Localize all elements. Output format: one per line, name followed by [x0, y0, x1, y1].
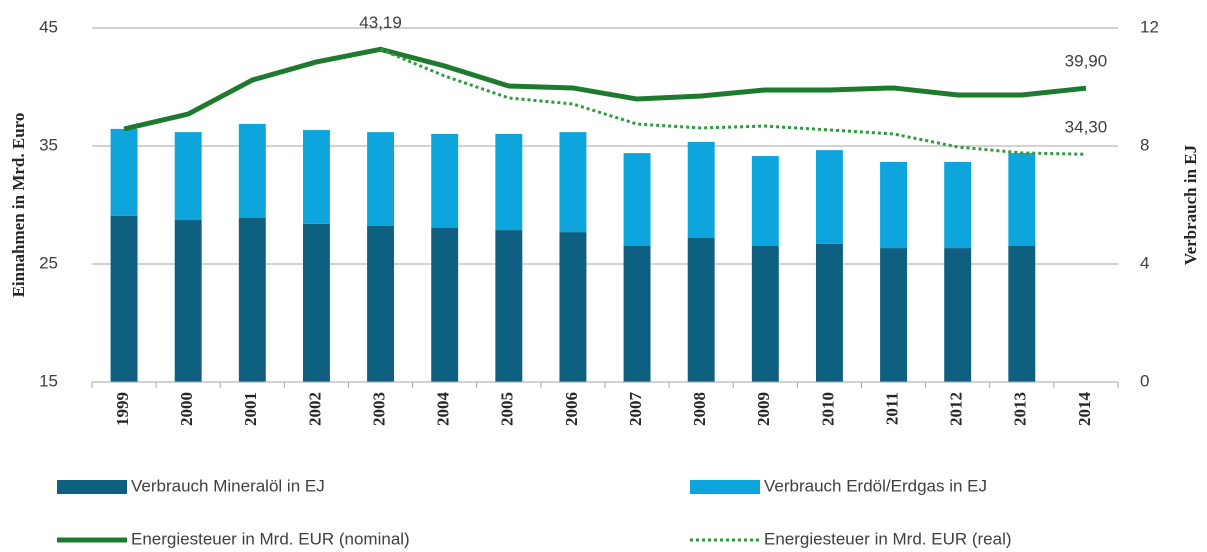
- bar: [238, 123, 266, 218]
- bar: [1008, 153, 1036, 247]
- bar: [559, 132, 587, 233]
- y-tick-label: 35: [39, 135, 58, 154]
- bar: [623, 153, 651, 247]
- bar: [431, 133, 459, 229]
- bar: [238, 217, 266, 382]
- x-tick-label: 2004: [434, 392, 453, 427]
- y2-tick-label: 8: [1140, 135, 1149, 154]
- x-tick-label: 2006: [562, 392, 581, 426]
- bar: [174, 220, 202, 382]
- bar: [302, 223, 330, 382]
- x-tick-label: 2000: [177, 392, 196, 426]
- y-axis-title: Einnahmen in Mrd. Euro: [9, 113, 28, 298]
- legend-label: Verbrauch Erdöl/Erdgas in EJ: [764, 476, 987, 495]
- bar: [302, 130, 330, 224]
- bar: [880, 248, 908, 382]
- bar: [751, 156, 779, 247]
- x-tick-label: 2002: [305, 392, 324, 426]
- x-tick-label: 2011: [882, 392, 901, 425]
- y-tick-label: 15: [39, 371, 58, 390]
- x-tick-label: 2012: [947, 392, 966, 426]
- x-tick-label: 2003: [369, 392, 388, 426]
- bar: [944, 161, 972, 249]
- y2-tick-label: 0: [1140, 371, 1149, 390]
- legend-label: Verbrauch Mineralöl in EJ: [131, 476, 325, 495]
- bar: [559, 232, 587, 382]
- legend-swatch: [57, 480, 127, 494]
- x-tick-label: 2008: [690, 392, 709, 426]
- x-tick-label: 2010: [818, 392, 837, 426]
- bar: [495, 230, 523, 382]
- bar: [623, 246, 651, 382]
- bar: [880, 161, 908, 249]
- bar: [687, 238, 715, 382]
- bar: [367, 132, 395, 226]
- legend-label: Energiesteuer in Mrd. EUR (real): [764, 529, 1012, 548]
- data-label: 34,30: [1065, 118, 1108, 137]
- y2-tick-label: 4: [1140, 253, 1149, 272]
- legend-swatch: [690, 480, 760, 494]
- bar: [687, 141, 715, 239]
- bar: [110, 215, 138, 382]
- bar: [1008, 246, 1036, 382]
- y2-tick-label: 12: [1140, 17, 1159, 36]
- x-tick-label: 2009: [754, 392, 773, 426]
- y-tick-label: 45: [39, 17, 58, 36]
- bar: [815, 243, 843, 382]
- bar: [174, 132, 202, 221]
- bar: [495, 133, 523, 231]
- x-tick-label: 2013: [1011, 392, 1030, 426]
- bar: [751, 246, 779, 382]
- bar: [367, 225, 395, 382]
- y2-axis-title: Verbrauch in EJ: [1181, 144, 1200, 265]
- data-label: 43,19: [359, 13, 402, 32]
- x-tick-label: 1999: [113, 392, 132, 426]
- legend-label: Energiesteuer in Mrd. EUR (nominal): [131, 529, 410, 548]
- bar: [815, 150, 843, 244]
- line-series: [123, 46, 1087, 132]
- data-label: 39,90: [1065, 52, 1108, 71]
- x-tick-label: 2007: [626, 392, 645, 427]
- bar: [431, 228, 459, 382]
- bar: [944, 248, 972, 382]
- y-tick-label: 25: [39, 253, 58, 272]
- bar: [110, 128, 138, 216]
- x-tick-label: 2005: [498, 392, 517, 426]
- x-tick-label: 2001: [241, 392, 260, 426]
- line-series: [379, 47, 1086, 156]
- x-tick-label: 2014: [1075, 392, 1094, 427]
